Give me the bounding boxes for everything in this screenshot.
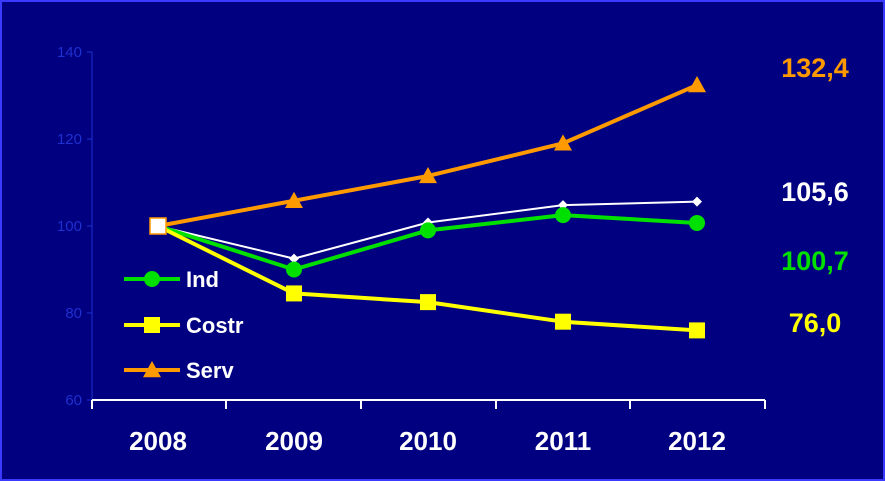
x-tick-label: 2010 xyxy=(399,426,457,456)
y-tick-label: 60 xyxy=(65,392,82,409)
data-point-total xyxy=(692,197,702,207)
end-value-label: 76,0 xyxy=(789,308,842,338)
data-point-start xyxy=(150,218,166,234)
data-point-costr xyxy=(555,314,571,330)
y-tick-label: 80 xyxy=(65,305,82,322)
y-tick-label: 100 xyxy=(57,218,82,235)
data-point-ind xyxy=(689,215,705,231)
x-tick-label: 2012 xyxy=(668,426,726,456)
x-tick-label: 2009 xyxy=(265,426,323,456)
data-point-serv xyxy=(688,76,706,92)
data-point-ind xyxy=(555,207,571,223)
data-point-ind xyxy=(286,262,302,278)
legend-label-costr: Costr xyxy=(186,313,244,338)
end-labels: 132,4 105,6 100,7 76,0 xyxy=(781,53,849,338)
end-value-label: 105,6 xyxy=(781,177,849,207)
legend-marker-ind xyxy=(144,271,160,287)
data-point-costr xyxy=(420,294,436,310)
series-line-serv xyxy=(158,85,697,226)
end-value-label: 132,4 xyxy=(781,53,849,83)
data-point-costr xyxy=(286,285,302,301)
data-point-ind xyxy=(420,222,436,238)
legend: Ind Costr Serv xyxy=(124,267,244,383)
x-tick-label: 2008 xyxy=(129,426,187,456)
legend-label-serv: Serv xyxy=(186,358,234,383)
y-tick-label: 120 xyxy=(57,131,82,148)
series-lines xyxy=(158,85,697,330)
y-tick-label: 140 xyxy=(57,44,82,61)
legend-marker-costr xyxy=(144,317,160,333)
end-value-label: 100,7 xyxy=(781,246,849,276)
legend-label-ind: Ind xyxy=(186,267,219,292)
x-tick-label: 2011 xyxy=(535,426,591,456)
data-point-costr xyxy=(689,322,705,338)
axes: 60 80 100 120 140 2008 2009 2010 2011 2012 xyxy=(57,44,765,456)
